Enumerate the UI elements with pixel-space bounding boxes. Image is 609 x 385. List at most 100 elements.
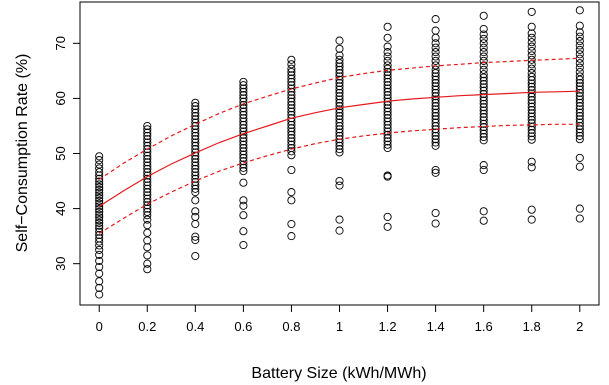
data-point bbox=[527, 132, 536, 141]
data-point bbox=[335, 75, 344, 84]
data-point bbox=[95, 210, 104, 219]
data-point bbox=[527, 215, 536, 224]
data-point bbox=[527, 163, 536, 172]
data-point bbox=[287, 60, 296, 69]
data-point bbox=[287, 219, 296, 229]
data-point bbox=[287, 114, 296, 123]
data-point bbox=[239, 163, 248, 172]
data-point bbox=[143, 211, 152, 220]
data-point bbox=[527, 157, 536, 166]
data-point bbox=[191, 161, 200, 170]
data-point bbox=[575, 72, 584, 81]
data-point bbox=[239, 84, 248, 93]
data-point bbox=[335, 95, 344, 104]
data-point bbox=[335, 88, 344, 97]
data-point bbox=[383, 114, 392, 123]
data-point bbox=[479, 109, 488, 118]
x-tick-label: 1 bbox=[336, 319, 343, 334]
data-point bbox=[191, 108, 200, 117]
data-point bbox=[143, 171, 152, 180]
data-point bbox=[479, 116, 488, 125]
data-point bbox=[143, 201, 152, 210]
data-point bbox=[383, 52, 392, 61]
data-point bbox=[95, 185, 104, 194]
data-point bbox=[479, 65, 488, 74]
data-point bbox=[479, 93, 488, 102]
data-point bbox=[95, 156, 104, 165]
data-point bbox=[191, 131, 200, 140]
data-point bbox=[431, 78, 440, 88]
data-point bbox=[335, 82, 344, 91]
data-point bbox=[191, 98, 200, 107]
data-point bbox=[527, 135, 536, 144]
data-point bbox=[143, 204, 152, 213]
data-point bbox=[575, 162, 584, 171]
data-point bbox=[239, 81, 248, 90]
data-point bbox=[191, 128, 200, 137]
data-point bbox=[239, 240, 248, 250]
data-point bbox=[527, 115, 536, 124]
data-point bbox=[383, 67, 392, 77]
data-point bbox=[191, 138, 200, 147]
data-point bbox=[239, 201, 248, 210]
data-point bbox=[527, 102, 536, 111]
data-point bbox=[527, 79, 536, 88]
data-point bbox=[479, 83, 488, 92]
data-point bbox=[431, 141, 440, 150]
data-point bbox=[191, 102, 200, 111]
data-point bbox=[95, 177, 104, 186]
data-point bbox=[335, 176, 344, 186]
data-point bbox=[431, 131, 440, 140]
data-point bbox=[143, 131, 152, 140]
data-point bbox=[383, 212, 392, 221]
data-point bbox=[479, 30, 488, 39]
data-point bbox=[143, 125, 152, 134]
data-point bbox=[527, 51, 536, 60]
x-tick-label: 0.6 bbox=[234, 319, 252, 334]
data-point bbox=[479, 80, 488, 89]
data-point bbox=[287, 94, 296, 103]
data-point bbox=[479, 106, 488, 115]
data-point bbox=[383, 91, 392, 100]
data-point bbox=[431, 98, 440, 107]
data-point bbox=[239, 77, 248, 86]
data-point bbox=[287, 64, 296, 73]
data-point bbox=[95, 188, 104, 197]
data-point bbox=[287, 127, 296, 136]
data-point bbox=[239, 143, 248, 153]
data-point bbox=[479, 216, 488, 225]
x-tick-label: 0 bbox=[96, 319, 103, 334]
data-point bbox=[143, 251, 152, 260]
data-point bbox=[383, 48, 392, 57]
data-point bbox=[191, 141, 200, 150]
data-point bbox=[95, 213, 104, 222]
data-point bbox=[95, 218, 104, 227]
data-point bbox=[191, 158, 200, 167]
data-point bbox=[479, 24, 488, 34]
data-point bbox=[287, 77, 296, 86]
data-point bbox=[191, 196, 200, 205]
data-point bbox=[143, 164, 152, 173]
data-point bbox=[239, 97, 248, 106]
data-point bbox=[287, 137, 296, 146]
data-point bbox=[383, 77, 392, 86]
data-point bbox=[143, 191, 152, 200]
data-point bbox=[335, 135, 344, 144]
data-point bbox=[479, 207, 488, 216]
data-point bbox=[335, 115, 344, 124]
data-point bbox=[575, 6, 584, 15]
x-tick-label: 1.6 bbox=[475, 319, 493, 334]
data-point bbox=[335, 69, 344, 78]
data-point bbox=[143, 178, 152, 187]
data-point bbox=[431, 33, 440, 42]
data-point bbox=[239, 104, 248, 113]
data-point bbox=[575, 121, 584, 131]
data-point bbox=[383, 64, 392, 73]
data-point bbox=[239, 167, 248, 176]
data-point bbox=[575, 67, 584, 77]
data-point bbox=[143, 161, 152, 170]
data-point bbox=[335, 62, 344, 71]
data-point bbox=[479, 39, 488, 48]
data-point bbox=[575, 214, 584, 223]
data-points bbox=[95, 6, 584, 299]
